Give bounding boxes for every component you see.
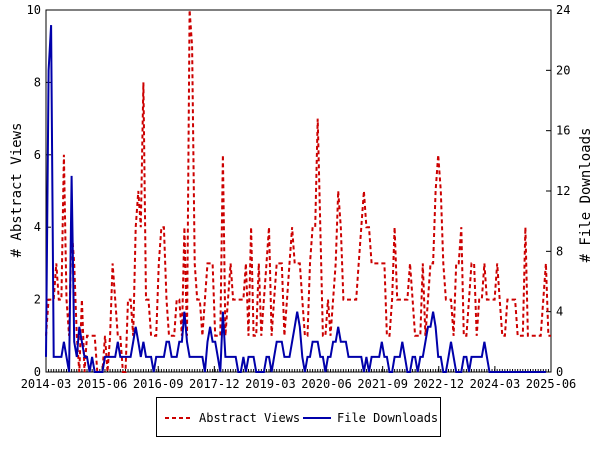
legend-swatch-solid-blue: [303, 417, 331, 419]
y-right-tick-label: 12: [556, 184, 570, 198]
y-axis-left-label: # Abstract Views: [9, 123, 25, 258]
y-left-tick-label: 10: [27, 3, 41, 17]
series-line-file-downloads: [45, 25, 546, 373]
y-left-tick-label: 6: [34, 148, 41, 162]
legend-item-file-downloads: File Downloads: [303, 411, 438, 425]
y-right-tick-label: 16: [556, 124, 570, 138]
x-tick-label: 2024-03: [470, 377, 521, 391]
x-tick-label: 2019-03: [245, 377, 296, 391]
y-right-tick-label: 0: [556, 365, 563, 379]
series-line-abstract-views: [45, 9, 551, 373]
x-tick-label: 2022-12: [413, 377, 464, 391]
x-tick-label: 2014-03: [21, 377, 72, 391]
x-tick-label: 2025-06: [526, 377, 577, 391]
legend: Abstract Views File Downloads: [156, 397, 441, 437]
x-tick-label: 2020-06: [301, 377, 352, 391]
y-left-tick-label: 2: [34, 293, 41, 307]
legend-swatch-dashed-red: [165, 417, 193, 419]
x-tick-label: 2017-12: [189, 377, 240, 391]
y-right-tick-label: 4: [556, 305, 563, 319]
y-left-tick-label: 0: [34, 365, 41, 379]
y-left-tick-label: 8: [34, 75, 41, 89]
legend-label-file-downloads: File Downloads: [337, 411, 439, 425]
x-tick-label: 2016-09: [133, 377, 184, 391]
x-tick-label: 2021-09: [357, 377, 408, 391]
legend-item-abstract-views: Abstract Views: [165, 411, 300, 425]
y-axis-right-label: # File Downloads: [578, 128, 594, 263]
y-left-tick-label: 4: [34, 220, 41, 234]
y-right-tick-label: 8: [556, 244, 563, 258]
legend-label-abstract-views: Abstract Views: [199, 411, 301, 425]
y-right-tick-label: 20: [556, 63, 570, 77]
x-tick-label: 2015-06: [77, 377, 128, 391]
y-right-tick-label: 24: [556, 3, 570, 17]
plot-area: [45, 9, 552, 373]
